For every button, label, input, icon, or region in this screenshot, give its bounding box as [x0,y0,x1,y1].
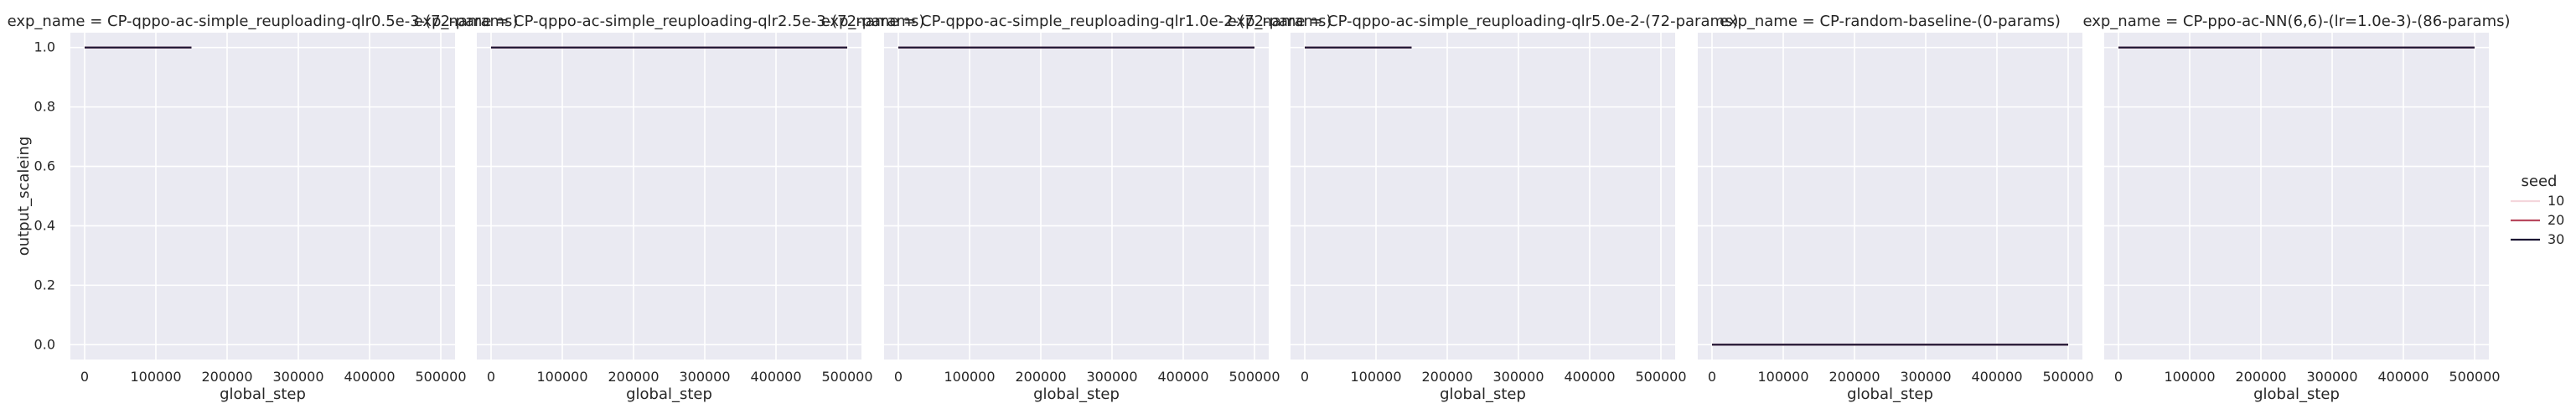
legend-title: seed [2522,173,2558,190]
y-axis-label: output_scaleing [15,137,33,256]
legend-label-seed-10: 10 [2548,193,2564,209]
x-tick-label: 0 [1708,369,1716,385]
panel-title: exp_name = CP-qppo-ac-simple_reuploading… [8,13,519,30]
y-tick-label: 0.2 [34,277,55,292]
x-axis-label: global_step [1033,385,1120,403]
x-tick-label: 500000 [821,369,872,385]
panel-title: exp_name = CP-random-baseline-(0-params) [1720,13,2061,30]
x-tick-label: 500000 [2042,369,2093,385]
y-tick-label: 0.8 [34,99,55,115]
x-tick-label: 200000 [1829,369,1880,385]
panel-5: 0 100000 200000 300000 400000 500000 global_st… [1698,13,2094,403]
plot-area [1698,33,2082,360]
panel-6: 0 100000 200000 300000 400000 500000 global_st… [2082,13,2510,403]
legend-label-seed-30: 30 [2548,231,2564,247]
panel-title: exp_name = CP-ppo-ac-NN(6,6)-(lr=1.0e-3)… [2082,13,2510,30]
panel-3: 0 100000 200000 300000 400000 500000 global_st… [821,13,1332,403]
x-tick-label: 100000 [1757,369,1808,385]
x-tick-label: 100000 [130,369,181,385]
x-tick-label: 300000 [1086,369,1137,385]
x-tick-label: 100000 [1350,369,1401,385]
y-tick-label: 0.6 [34,158,55,174]
x-tick-label: 500000 [415,369,466,385]
panel-title: exp_name = CP-qppo-ac-simple_reuploading… [821,13,1332,30]
plot-area [70,33,455,360]
x-tick-label: 200000 [1421,369,1472,385]
x-tick-label: 400000 [344,369,395,385]
panel-2: 0 100000 200000 300000 400000 500000 global_st… [414,13,925,403]
y-tick-label: 1.0 [34,39,55,55]
x-axis-label: global_step [1440,385,1526,403]
plot-area [477,33,861,360]
x-tick-label: 0 [2114,369,2123,385]
x-tick-label: 200000 [608,369,659,385]
x-tick-label: 100000 [2164,369,2215,385]
x-tick-label: 200000 [201,369,252,385]
panel-title: exp_name = CP-qppo-ac-simple_reuploading… [1228,13,1739,30]
x-tick-label: 500000 [1229,369,1280,385]
x-tick-label: 0 [1301,369,1309,385]
y-tick-label: 0.0 [34,336,55,352]
x-tick-label: 300000 [679,369,730,385]
plot-area [2104,33,2489,360]
x-axis-label: global_step [2253,385,2340,403]
legend: seed 10 20 30 [2511,173,2564,247]
panel-4: 0 100000 200000 300000 400000 500000 global_st… [1228,13,1739,403]
x-axis-label: global_step [1847,385,1933,403]
x-tick-label: 200000 [2235,369,2286,385]
x-tick-label: 500000 [1635,369,1686,385]
plot-area [884,33,1269,360]
x-tick-label: 300000 [2306,369,2357,385]
x-tick-label: 300000 [1900,369,1951,385]
x-tick-label: 400000 [1971,369,2022,385]
x-tick-label: 200000 [1015,369,1066,385]
x-tick-label: 100000 [944,369,995,385]
y-tick-label: 0.4 [34,217,55,233]
x-tick-label: 0 [894,369,903,385]
x-tick-label: 100000 [536,369,587,385]
x-tick-label: 400000 [1157,369,1208,385]
x-tick-label: 400000 [2377,369,2429,385]
x-tick-label: 500000 [2449,369,2500,385]
x-tick-label: 300000 [272,369,323,385]
x-axis-label: global_step [220,385,306,403]
x-tick-label: 0 [487,369,495,385]
panel-1: 0 100000 200000 300000 400000 500000 0.0 0.2 0.4… [8,13,519,403]
panel-title: exp_name = CP-qppo-ac-simple_reuploading… [414,13,925,30]
x-tick-label: 400000 [750,369,801,385]
x-tick-label: 0 [80,369,89,385]
x-axis-label: global_step [626,385,712,403]
legend-label-seed-20: 20 [2548,212,2564,228]
x-tick-label: 300000 [1492,369,1544,385]
plot-area [1291,33,1675,360]
x-tick-label: 400000 [1564,369,1615,385]
